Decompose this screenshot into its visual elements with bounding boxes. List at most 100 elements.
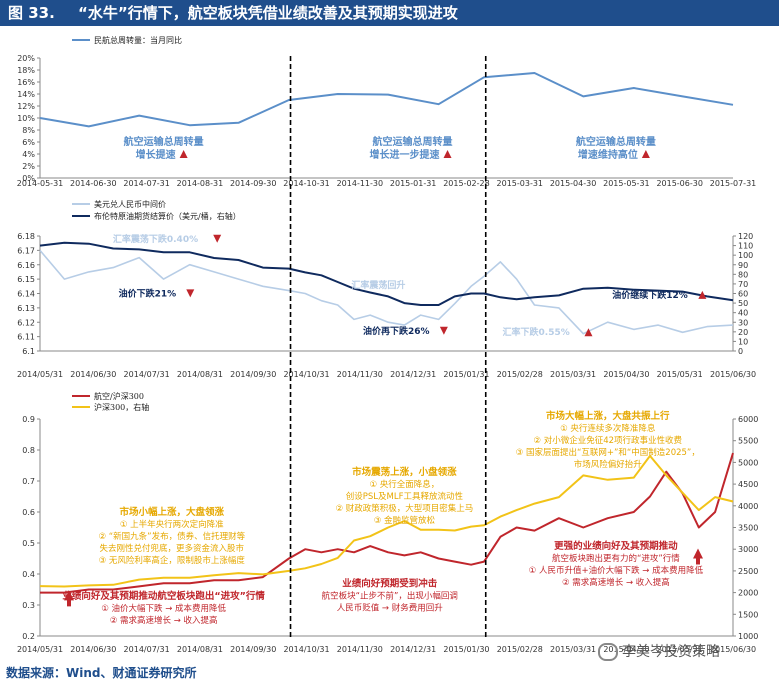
x-tick-label: 2015/03/31	[550, 645, 596, 654]
y2-tick-label: 80	[738, 270, 748, 279]
x-tick-label: 2014-06-30	[70, 179, 117, 188]
annotation-p3-2-line-0: 市场大幅上涨，大盘共振上行	[546, 410, 670, 422]
y-tick-label: 6.12	[17, 318, 35, 327]
y-tick-label: 0.2	[22, 632, 35, 641]
y2-tick-label: 110	[738, 242, 753, 251]
y2-tick-label: 4000	[738, 502, 758, 511]
y2-tick-label: 20	[738, 328, 748, 337]
legend-hs300-label: 沪深300，右轴	[94, 402, 149, 412]
x-tick-label: 2014-08-31	[177, 179, 224, 188]
y-tick-label: 6.14	[17, 290, 35, 299]
composite-chart: 0% 2% 4% 6% 8% 10% 12% 14% 16% 18% 20% 2014-05-31 20…	[17, 35, 759, 654]
x-tick-label: 2015-02-28	[443, 179, 490, 188]
y2-tick-label: 70	[738, 280, 748, 289]
series-line-0	[39, 72, 734, 128]
x-tick-label: 2015/03/31	[550, 370, 596, 379]
annotation-p3-2-line-1: ① 央行连续多次降准降息	[560, 423, 656, 434]
y-tick-label: 16%	[17, 78, 35, 87]
annotation-p3-4-line-1: 航空板块“止步不前”，出现小幅回调	[322, 590, 458, 601]
x-tick-label: 2015/05/31	[657, 645, 703, 654]
annotation-p3-0-line-2: ② “新国九条”发布，债券、信托理财等	[98, 531, 245, 542]
annotation-p1-0-line2: 增长提速	[136, 148, 176, 161]
y2-tick-label: 1500	[738, 610, 758, 619]
x-tick-label: 2015/02/28	[497, 370, 543, 379]
y-tick-label: 8%	[22, 126, 35, 135]
y2-tick-label: 5500	[738, 437, 758, 446]
annotation-p3-0-line-4: ③ 无风险利率高企，限制股市上涨幅度	[99, 555, 246, 566]
x-tick-label: 2014/06/30	[70, 645, 116, 654]
x-tick-label: 2015/01/30	[443, 645, 489, 654]
x-tick-label: 2014/09/30	[230, 645, 276, 654]
y2-tick-label: 4500	[738, 480, 758, 489]
y-tick-label: 6.18	[17, 232, 35, 241]
y2-tick-label: 30	[738, 318, 748, 327]
y-tick-label: 6%	[22, 138, 35, 147]
y2-tick-label: 10	[738, 337, 748, 346]
y-tick-label: 12%	[17, 102, 35, 111]
y2-tick-label: 2000	[738, 589, 758, 598]
x-tick-label: 2015/06/30	[710, 645, 756, 654]
x-tick-label: 2014-09-30	[230, 179, 277, 188]
y-tick-label: 4%	[22, 150, 35, 159]
legend-airline-ratio-label: 航空/沪深300	[94, 391, 144, 401]
y-tick-label: 0.3	[22, 601, 35, 610]
annotation-p3-1-line-3: ② 财政政策积极，大型项目密集上马	[335, 503, 473, 514]
series-line-1	[39, 241, 734, 306]
y2-tick-label: 2500	[738, 567, 758, 576]
figure-title-bar: 图 33. “水牛”行情下，航空板块凭借业绩改善及其预期实现进攻	[0, 0, 779, 26]
x-tick-label: 2014/12/31	[390, 645, 436, 654]
legend-usdcny-label: 美元兑人民币中间价	[94, 199, 166, 209]
y-tick-label: 6.11	[17, 333, 35, 342]
down-arrow-icon	[213, 234, 222, 243]
annotation-p3-0-line-3: 失去刚性兑付兜底，更多资金流入股市	[100, 543, 245, 554]
up-arrow-icon	[698, 290, 707, 299]
x-tick-label: 2014/08/31	[177, 645, 223, 654]
x-tick-label: 2015-06-30	[656, 179, 703, 188]
x-tick-label: 2014/11/30	[337, 645, 383, 654]
y-tick-label: 0.6	[22, 508, 35, 517]
y-tick-label: 6.17	[17, 246, 35, 255]
y-tick-label: 0.5	[22, 539, 35, 548]
y-tick-label: 20%	[17, 54, 35, 63]
x-tick-label: 2015/04/30	[603, 370, 649, 379]
x-tick-label: 2014/11/30	[337, 370, 383, 379]
series-line-0	[40, 452, 734, 594]
annotation-p2-4: 油价继续下跌12%	[612, 289, 688, 301]
x-tick-label: 2014/05/31	[17, 370, 63, 379]
annotation-p2-0: 汇率震荡下跌0.40%	[113, 233, 198, 245]
annotation-p3-0-line-0: 市场小幅上涨，大盘领涨	[120, 506, 225, 518]
annotation-p3-5-line-2: ① 人民币升值+油价大幅下跌 → 成本费用降低	[529, 565, 704, 576]
y2-tick-label: 5000	[738, 458, 758, 467]
up-arrow-icon	[64, 590, 74, 607]
annotation-p1-1-line2: 增长进一步提速	[370, 148, 440, 161]
y2-tick-label: 120	[738, 232, 753, 241]
x-tick-label: 2014-05-31	[17, 179, 64, 188]
x-tick-label: 2015/06/30	[710, 370, 756, 379]
data-source-note: 数据来源：Wind、财通证券研究所	[6, 666, 197, 680]
annotation-p1-2-line1: 航空运输总周转量	[576, 135, 656, 148]
watermark-text: 李美岑投资策略	[622, 644, 720, 660]
series-line-0	[39, 249, 734, 335]
annotation-p3-5-line-0: 更强的业绩向好及其预期推动	[554, 540, 678, 552]
y2-tick-label: 3500	[738, 524, 758, 533]
annotation-p3-1-line-0: 市场震荡上涨，小盘领涨	[352, 466, 457, 478]
down-arrow-icon	[439, 326, 448, 335]
annotation-p3-3-line-1: ① 油价大幅下跌 → 成本费用降低	[101, 603, 226, 614]
legend-brent-label: 布伦特原油期货结算价（美元/桶，右轴）	[94, 211, 241, 221]
y2-tick-label: 50	[738, 299, 748, 308]
up-arrow-icon	[443, 150, 452, 158]
y2-tick-label: 3000	[738, 545, 758, 554]
x-tick-label: 2014/10/31	[283, 370, 329, 379]
y-tick-label: 6.16	[17, 261, 35, 270]
series-line-1	[39, 454, 734, 588]
y-tick-label: 0.8	[22, 446, 35, 455]
x-tick-label: 2015/05/31	[657, 370, 703, 379]
annotation-p1-1-line1: 航空运输总周转量	[373, 135, 453, 148]
y2-tick-label: 1000	[738, 632, 758, 641]
x-tick-label: 2014/07/31	[124, 645, 170, 654]
annotation-p3-1-line-2: 创设PSL及MLF工具释放流动性	[346, 491, 464, 502]
annotation-p1-0-line1: 航空运输总周转量	[124, 135, 204, 148]
figure-number: 图 33.	[8, 4, 55, 22]
annotation-p3-2-line-3: ③ 国家层面提出“互联网+”和“中国制造2025”，	[516, 447, 700, 458]
x-tick-label: 2015-05-31	[603, 179, 650, 188]
